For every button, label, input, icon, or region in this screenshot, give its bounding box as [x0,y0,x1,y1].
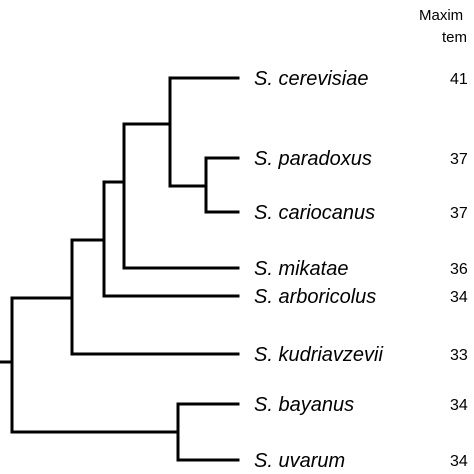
temperature-value: 37 [450,205,468,222]
temperature-values: 41 37 37 36 34 33 34 34 [450,71,468,470]
tree-branches [0,76,240,462]
species-label: S. bayanus [254,394,354,416]
temperature-value: 34 [450,289,468,306]
temperature-value: 41 [450,71,468,88]
species-label: S. mikatae [254,258,348,280]
temperature-value: 37 [450,151,468,168]
temperature-value: 34 [450,397,468,414]
species-label: S. uvarum [254,450,345,472]
header-line-2: tem [442,29,467,46]
species-label: S. cariocanus [254,202,375,224]
species-label: S. paradoxus [254,148,372,170]
species-labels: S. cerevisiae S. paradoxus S. cariocanus… [254,68,383,472]
species-label: S. cerevisiae [254,68,369,90]
temperature-value: 36 [450,261,468,278]
header-line-1: Maxim [419,7,463,24]
species-label: S. kudriavzevii [254,344,383,366]
temperature-value: 34 [450,453,468,470]
temperature-value: 33 [450,347,468,364]
species-label: S. arboricolus [254,286,376,308]
